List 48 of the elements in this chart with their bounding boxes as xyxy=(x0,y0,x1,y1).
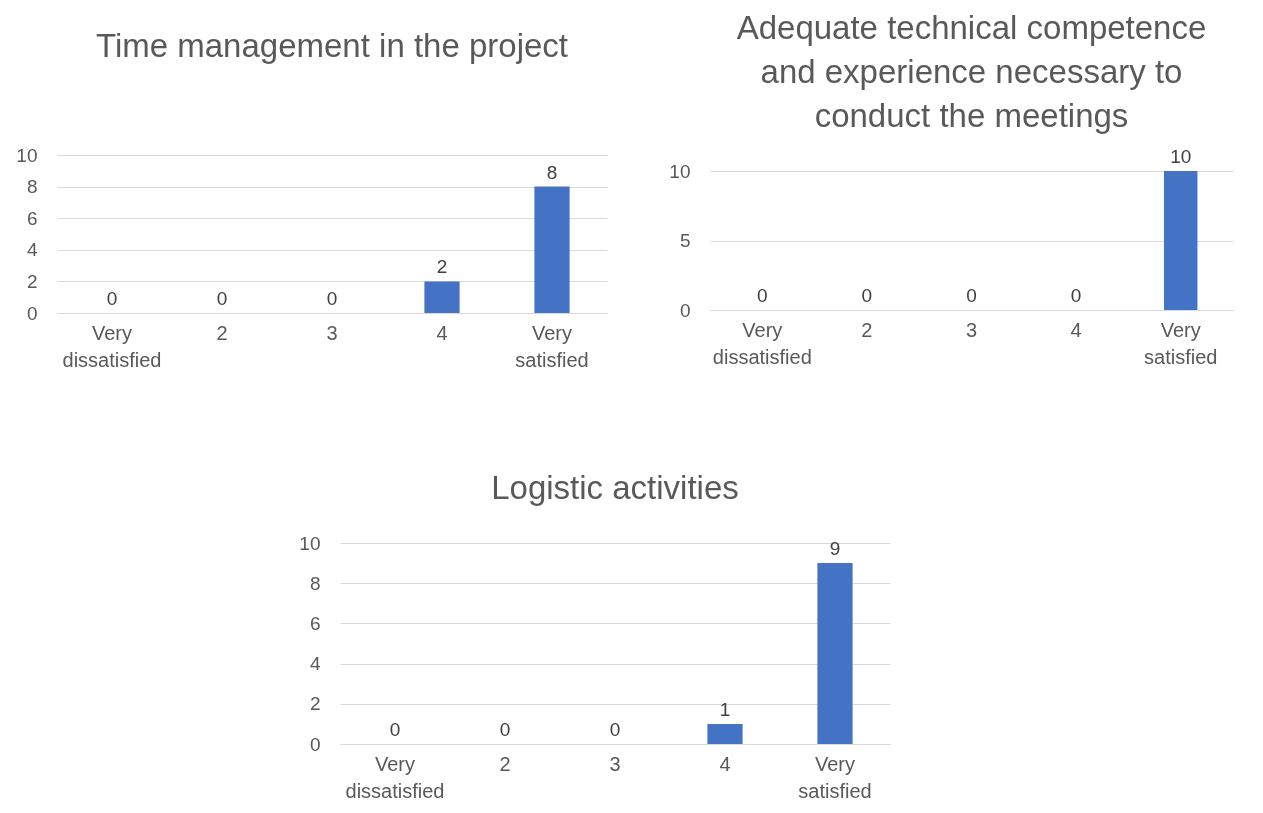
y-tick-label: 10 xyxy=(299,532,321,554)
data-label: 2 xyxy=(436,256,448,278)
y-tick-label: 0 xyxy=(26,302,38,324)
data-label: 1 xyxy=(719,698,731,720)
x-tick-label: 3 xyxy=(609,752,621,775)
y-tick-label: 2 xyxy=(26,270,38,292)
data-label: 0 xyxy=(1070,285,1082,306)
x-tick-label: 4 xyxy=(1070,318,1082,341)
x-tick-label: Very satisfied xyxy=(798,752,872,802)
data-label: 9 xyxy=(829,538,841,560)
x-tick-label: 2 xyxy=(499,752,511,775)
y-tick-label: 8 xyxy=(26,176,38,198)
x-tick-label: Very dissatisfied xyxy=(345,752,445,802)
x-tick-label: 4 xyxy=(719,752,731,775)
y-tick-label: 0 xyxy=(679,299,691,321)
y-tick-label: 0 xyxy=(309,733,321,755)
x-tick-label: 2 xyxy=(861,318,873,341)
y-tick-label: 5 xyxy=(679,230,691,251)
y-tick-label: 4 xyxy=(309,653,321,675)
data-label: 0 xyxy=(216,288,228,309)
y-tick-label: 8 xyxy=(309,572,321,594)
data-label: 0 xyxy=(966,285,977,306)
data-label: 0 xyxy=(326,288,338,309)
x-tick-label: Very dissatisfied xyxy=(712,318,812,368)
x-tick-label: Very satisfied xyxy=(1144,318,1218,368)
data-label: 0 xyxy=(861,285,873,306)
data-label: 0 xyxy=(757,285,768,306)
x-tick-label: 3 xyxy=(326,321,338,344)
y-tick-label: 2 xyxy=(309,693,321,715)
x-tick-label: 3 xyxy=(965,318,978,341)
data-label: 0 xyxy=(609,719,621,740)
x-tick-label: 2 xyxy=(216,321,228,344)
x-tick-label: Very satisfied xyxy=(515,321,589,371)
y-tick-label: 10 xyxy=(16,144,38,166)
chart-title: Logistic activities xyxy=(491,469,739,506)
y-tick-label: 6 xyxy=(309,612,321,634)
chart-title: Adequate technical competence and experience necessary to conduct the meetings xyxy=(736,9,1207,134)
x-tick-label: 4 xyxy=(436,321,448,344)
data-label: 0 xyxy=(106,288,118,309)
x-tick-label: Very dissatisfied xyxy=(62,321,162,371)
data-label: 0 xyxy=(389,719,401,740)
data-label: 8 xyxy=(546,161,558,183)
data-label: 10 xyxy=(1170,146,1192,167)
y-tick-label: 6 xyxy=(26,207,38,229)
y-tick-label: 10 xyxy=(669,160,691,182)
data-label: 0 xyxy=(499,719,511,740)
y-tick-label: 4 xyxy=(26,239,38,261)
chart-title: Time management in the project xyxy=(95,27,569,64)
